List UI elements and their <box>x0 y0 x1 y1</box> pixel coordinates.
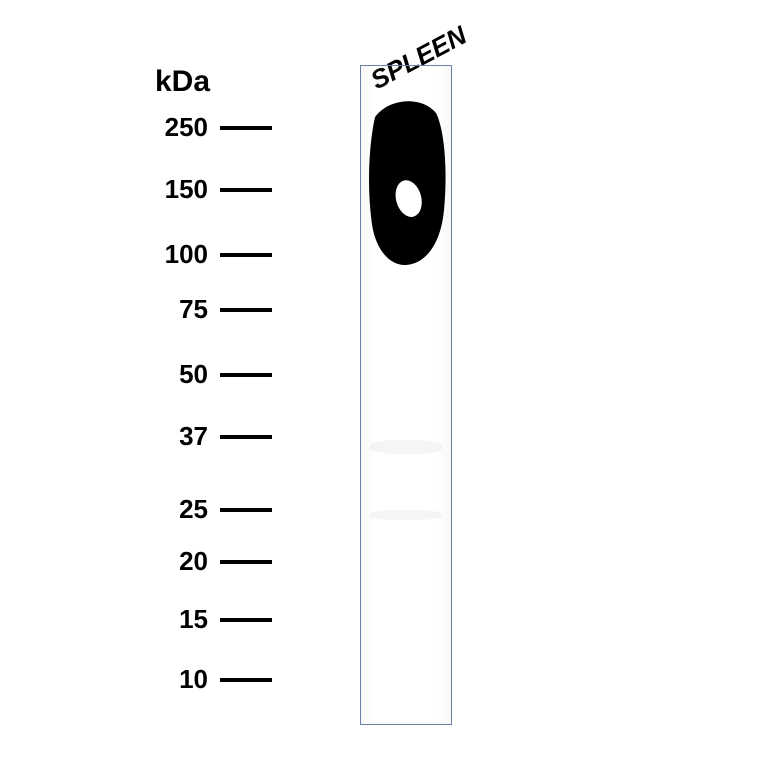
marker-label-10: 10 <box>0 664 208 695</box>
unit-label: kDa <box>155 65 210 99</box>
marker-tick-20 <box>220 560 272 564</box>
marker-label-250: 250 <box>0 112 208 143</box>
faint-band-1 <box>370 510 442 520</box>
marker-label-150: 150 <box>0 174 208 205</box>
marker-tick-15 <box>220 618 272 622</box>
marker-label-15: 15 <box>0 604 208 635</box>
protein-band <box>365 100 449 270</box>
marker-label-100: 100 <box>0 239 208 270</box>
marker-tick-100 <box>220 253 272 257</box>
marker-tick-150 <box>220 188 272 192</box>
marker-label-50: 50 <box>0 359 208 390</box>
marker-tick-10 <box>220 678 272 682</box>
marker-label-75: 75 <box>0 294 208 325</box>
faint-band-0 <box>370 440 442 454</box>
marker-tick-75 <box>220 308 272 312</box>
blot-container: kDa SPLEEN 25015010075503725201510 <box>0 0 764 764</box>
marker-label-37: 37 <box>0 421 208 452</box>
marker-tick-25 <box>220 508 272 512</box>
marker-tick-37 <box>220 435 272 439</box>
marker-tick-250 <box>220 126 272 130</box>
marker-label-20: 20 <box>0 546 208 577</box>
marker-label-25: 25 <box>0 494 208 525</box>
marker-tick-50 <box>220 373 272 377</box>
